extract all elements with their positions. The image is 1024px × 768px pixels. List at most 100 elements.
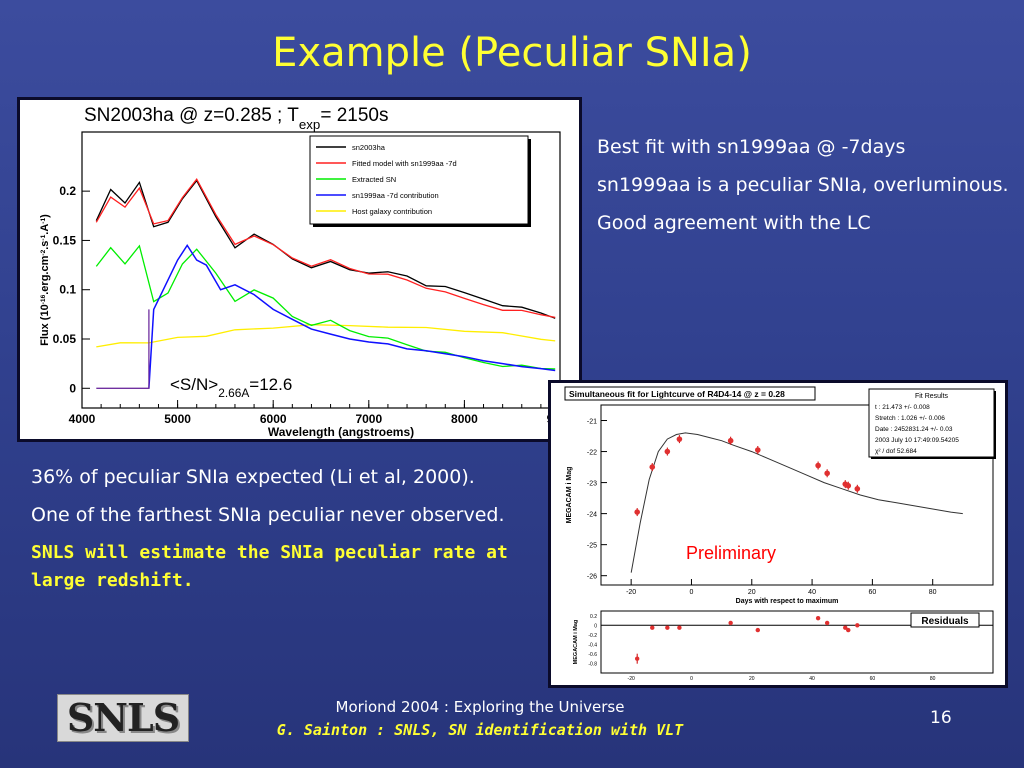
lc-data-point xyxy=(824,470,830,477)
res-data-point xyxy=(677,625,682,630)
lc-title: Simultaneous fit for Lightcurve of R4D4-… xyxy=(569,389,785,399)
fit-result-line: Date : 2452831.24 +/- 0.03 xyxy=(875,426,953,433)
res-data-point xyxy=(665,625,670,630)
y-tick-label: 0.2 xyxy=(59,184,76,198)
y-tick-label: 0.1 xyxy=(59,283,76,297)
residuals-label-box xyxy=(910,612,980,628)
res-x-tick-label: 60 xyxy=(870,676,876,682)
lc-data-point xyxy=(815,462,821,469)
y-tick-label: 0 xyxy=(69,381,76,395)
res-data-point xyxy=(755,627,760,633)
res-data-point xyxy=(855,623,860,628)
x-tick-label: 6000 xyxy=(260,412,287,426)
x-axis-label: Wavelength (angstroems) xyxy=(268,425,414,439)
continuum-series-line xyxy=(96,309,150,389)
lc-x-tick-label: -20 xyxy=(626,589,636,596)
lc-model-curve xyxy=(630,432,963,573)
lightcurve-chart: Simultaneous fit for Lightcurve of R4D4-… xyxy=(564,386,996,682)
lc-x-tick-label: 0 xyxy=(690,589,694,596)
lc-title-box xyxy=(564,386,816,401)
snr-annotation: <S/N>2.66A=12.6 xyxy=(170,375,292,400)
extracted-series-line xyxy=(95,244,556,370)
spectrum-chart: SN2003ha @ z=0.285 ; Texp= 2150s 4000 5000… xyxy=(39,105,574,439)
lc-data-point xyxy=(727,437,734,444)
right-text-block: Best fit with sn1999aa @ -7days sn1999aa… xyxy=(597,133,1012,247)
lc-data-point xyxy=(664,448,671,455)
galaxy-series-line xyxy=(96,324,556,348)
agreement-text: Good agreement with the LC xyxy=(597,212,871,234)
peculiar-text: sn1999aa is a peculiar SNIa, overluminou… xyxy=(597,174,1009,196)
sn1999aa-series-line xyxy=(148,244,556,389)
res-y-tick-label: -0.4 xyxy=(588,642,597,648)
fit-results-box xyxy=(868,388,995,458)
res-data-point xyxy=(634,656,640,661)
lc-x-axis-label: Days with respect to maximum xyxy=(736,598,839,605)
lc-x-tick-label: 20 xyxy=(748,589,756,596)
best-fit-text: Best fit with sn1999aa @ -7days xyxy=(597,136,906,158)
x-tick-label: 8000 xyxy=(451,412,478,426)
res-data-point xyxy=(728,620,733,626)
legend-entry-label: Fitted model with sn1999aa -7d xyxy=(352,159,457,168)
fit-result-line: Stretch : 1.026 +/- 0.006 xyxy=(875,415,945,422)
spectrum-chart-panel: SN2003ha @ z=0.285 ; Texp= 2150s 4000 5000… xyxy=(17,97,582,442)
res-y-axis-label: MEGACAM i Mag xyxy=(573,620,579,665)
lc-x-tick-label: 80 xyxy=(929,589,937,596)
res-y-tick-label: 0.2 xyxy=(590,614,597,620)
preliminary-annotation: Preliminary xyxy=(686,543,776,563)
observed-series-line xyxy=(95,179,556,319)
x-tick-label: 7000 xyxy=(355,412,382,426)
res-y-tick-label: -0.6 xyxy=(588,652,597,658)
res-x-tick-label: 80 xyxy=(930,676,936,682)
legend-entry-label: Host galaxy contribution xyxy=(352,207,432,216)
snls-estimate-text: SNLS will estimate the SNIa peculiar rat… xyxy=(31,542,508,591)
x-tick-label: 4000 xyxy=(69,412,96,426)
res-x-tick-label: 40 xyxy=(809,676,815,682)
res-data-point xyxy=(846,627,851,633)
lc-y-tick-label: -25 xyxy=(587,543,597,550)
res-data-point xyxy=(815,615,821,621)
res-y-tick-label: -0.2 xyxy=(588,633,597,639)
lc-data-point xyxy=(755,447,761,453)
res-data-point xyxy=(824,620,830,626)
lc-y-tick-label: -23 xyxy=(587,481,597,488)
x-tick-label: 5000 xyxy=(164,412,191,426)
lc-data-point xyxy=(845,482,852,489)
lc-data-point xyxy=(676,436,683,442)
farthest-text: One of the farthest SNIa peculiar never … xyxy=(31,504,505,526)
fit-result-line: 2003 July 10 17:49:09.54205 xyxy=(875,437,959,444)
lc-x-tick-label: 40 xyxy=(808,589,816,596)
res-x-tick-label: 20 xyxy=(749,676,755,682)
res-x-tick-label: 0 xyxy=(690,676,693,682)
lc-data-point xyxy=(854,485,861,492)
spectrum-title: SN2003ha @ z=0.285 ; Texp= 2150s xyxy=(84,105,389,132)
lc-y-tick-label: -21 xyxy=(587,419,597,426)
lc-y-tick-label: -24 xyxy=(587,512,597,519)
page-number: 16 xyxy=(930,708,952,728)
fit-result-line: t : 21.473 +/- 0.008 xyxy=(875,404,930,411)
lc-y-axis-label: MEGACAM i Mag xyxy=(566,467,573,524)
spectrum-plot-frame xyxy=(81,131,561,409)
legend-entry-label: sn1999aa -7d contribution xyxy=(352,191,439,200)
lc-y-tick-label: -22 xyxy=(587,450,597,457)
res-x-tick-label: -20 xyxy=(628,676,635,682)
residuals-frame xyxy=(600,610,994,674)
res-data-point xyxy=(650,625,655,630)
res-y-tick-label: -0.8 xyxy=(588,661,597,667)
footer-conference: Moriond 2004 : Exploring the Universe xyxy=(335,698,625,716)
lc-data-point xyxy=(649,464,656,470)
fit-result-line: χ² / dof 52.684 xyxy=(875,448,917,455)
res-y-tick-label: 0 xyxy=(594,623,597,629)
expected-text: 36% of peculiar SNIa expected (Li et al,… xyxy=(31,466,475,488)
lc-data-point xyxy=(634,509,640,515)
res-data-point xyxy=(843,625,848,630)
y-axis-label: Flux (10-16.erg.cm-2.s-1.A-1) xyxy=(39,214,51,346)
slide-title: Example (Peculiar SNIa) xyxy=(272,30,752,76)
legend-entry-label: Extracted SN xyxy=(352,175,396,184)
legend-entry-label: sn2003ha xyxy=(352,143,386,152)
snls-logo: SNLS xyxy=(57,694,189,742)
left-text-block: 36% of peculiar SNIa expected (Li et al,… xyxy=(31,463,541,605)
lc-plot-frame xyxy=(600,404,994,586)
fitted-series-line xyxy=(95,178,556,319)
y-tick-label: 0.15 xyxy=(53,233,77,247)
